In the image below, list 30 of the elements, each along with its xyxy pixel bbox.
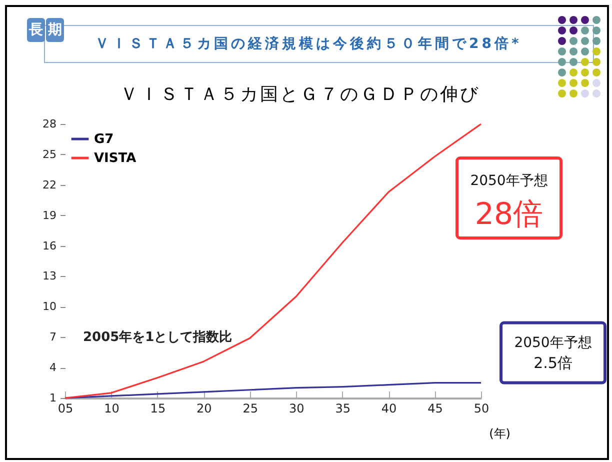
y-tick-label: 13: [42, 270, 56, 283]
y-tick-label: 7: [50, 330, 56, 344]
chart-subtitle: ＶＩＳＴＡ５カ国の経済規模は今後約５０年間で28倍*: [95, 36, 522, 52]
x-tick-label: 20: [196, 402, 212, 416]
text: 長期: [28, 21, 63, 40]
y-tick-label: 10: [42, 300, 56, 314]
y-tick-label: 22: [42, 178, 56, 192]
x-axis-title: (年): [489, 426, 510, 440]
x-tick-label: 40: [381, 402, 397, 416]
x-tick-label: 45: [428, 402, 443, 416]
annotation: 2050年予想 28倍: [470, 173, 548, 232]
y-tick-label: 28: [42, 118, 56, 130]
x-tick-label: 50: [474, 402, 490, 416]
y-tick-label: 16: [42, 239, 56, 252]
x-tick-label: 05: [58, 402, 74, 416]
legend-label: VISTA: [94, 151, 136, 166]
y-tick-label: 19: [42, 208, 56, 222]
x-tick-label: 25: [242, 402, 258, 416]
x-tick-label: 35: [335, 402, 350, 416]
legend-label: G7: [94, 132, 114, 147]
y-tick-label: 25: [42, 148, 56, 161]
annotation: 2050年予想 2.5倍: [514, 334, 592, 372]
x-tick-label: 30: [288, 402, 304, 416]
x-tick-label: 15: [150, 402, 166, 416]
annotation: 2005年を1として指数比: [83, 330, 232, 346]
y-tick-label: 1: [50, 392, 56, 404]
line-series: [64, 382, 482, 399]
y-tick-label: 4: [50, 361, 56, 374]
x-tick-label: 10: [104, 402, 120, 416]
chart-title: ＶＩＳＴＡ５カ国とＧ７のＧＤＰの伸び: [120, 83, 480, 106]
